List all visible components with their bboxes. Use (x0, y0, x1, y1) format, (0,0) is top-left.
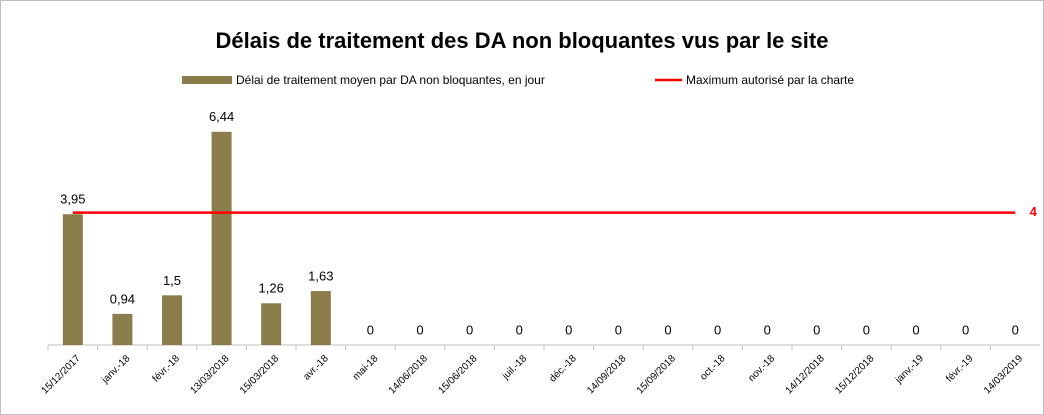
bar (211, 131, 232, 345)
bar (261, 303, 282, 345)
legend-swatch (182, 76, 232, 84)
data-label: 3,95 (60, 192, 85, 207)
data-label: 4 (1030, 204, 1038, 219)
bar (310, 291, 331, 345)
data-label: 0 (764, 322, 771, 337)
data-label: 1,26 (259, 281, 284, 296)
bar (162, 295, 182, 345)
data-label: 0 (912, 322, 919, 337)
data-label: 0 (615, 322, 622, 337)
data-label: 0,94 (110, 291, 135, 306)
data-label: 0 (714, 322, 721, 337)
data-label: 1,5 (163, 273, 181, 288)
data-label: 0 (863, 322, 870, 337)
data-label: 0 (1012, 322, 1019, 337)
data-label: 1,63 (308, 268, 333, 283)
data-label: 0 (416, 322, 423, 337)
data-label: 0 (962, 322, 969, 337)
data-label: 0 (367, 322, 374, 337)
data-label: 0 (516, 322, 523, 337)
legend-label: Maximum autorisé par la charte (686, 73, 854, 87)
data-label: 6,44 (209, 109, 234, 124)
data-label: 0 (466, 322, 473, 337)
data-label: 0 (813, 322, 820, 337)
chart-title: Délais de traitement des DA non bloquant… (216, 28, 829, 53)
legend-label: Délai de traitement moyen par DA non blo… (236, 73, 545, 87)
data-label: 0 (664, 322, 671, 337)
bar (62, 214, 83, 345)
bar (112, 313, 133, 345)
data-label: 0 (565, 322, 572, 337)
